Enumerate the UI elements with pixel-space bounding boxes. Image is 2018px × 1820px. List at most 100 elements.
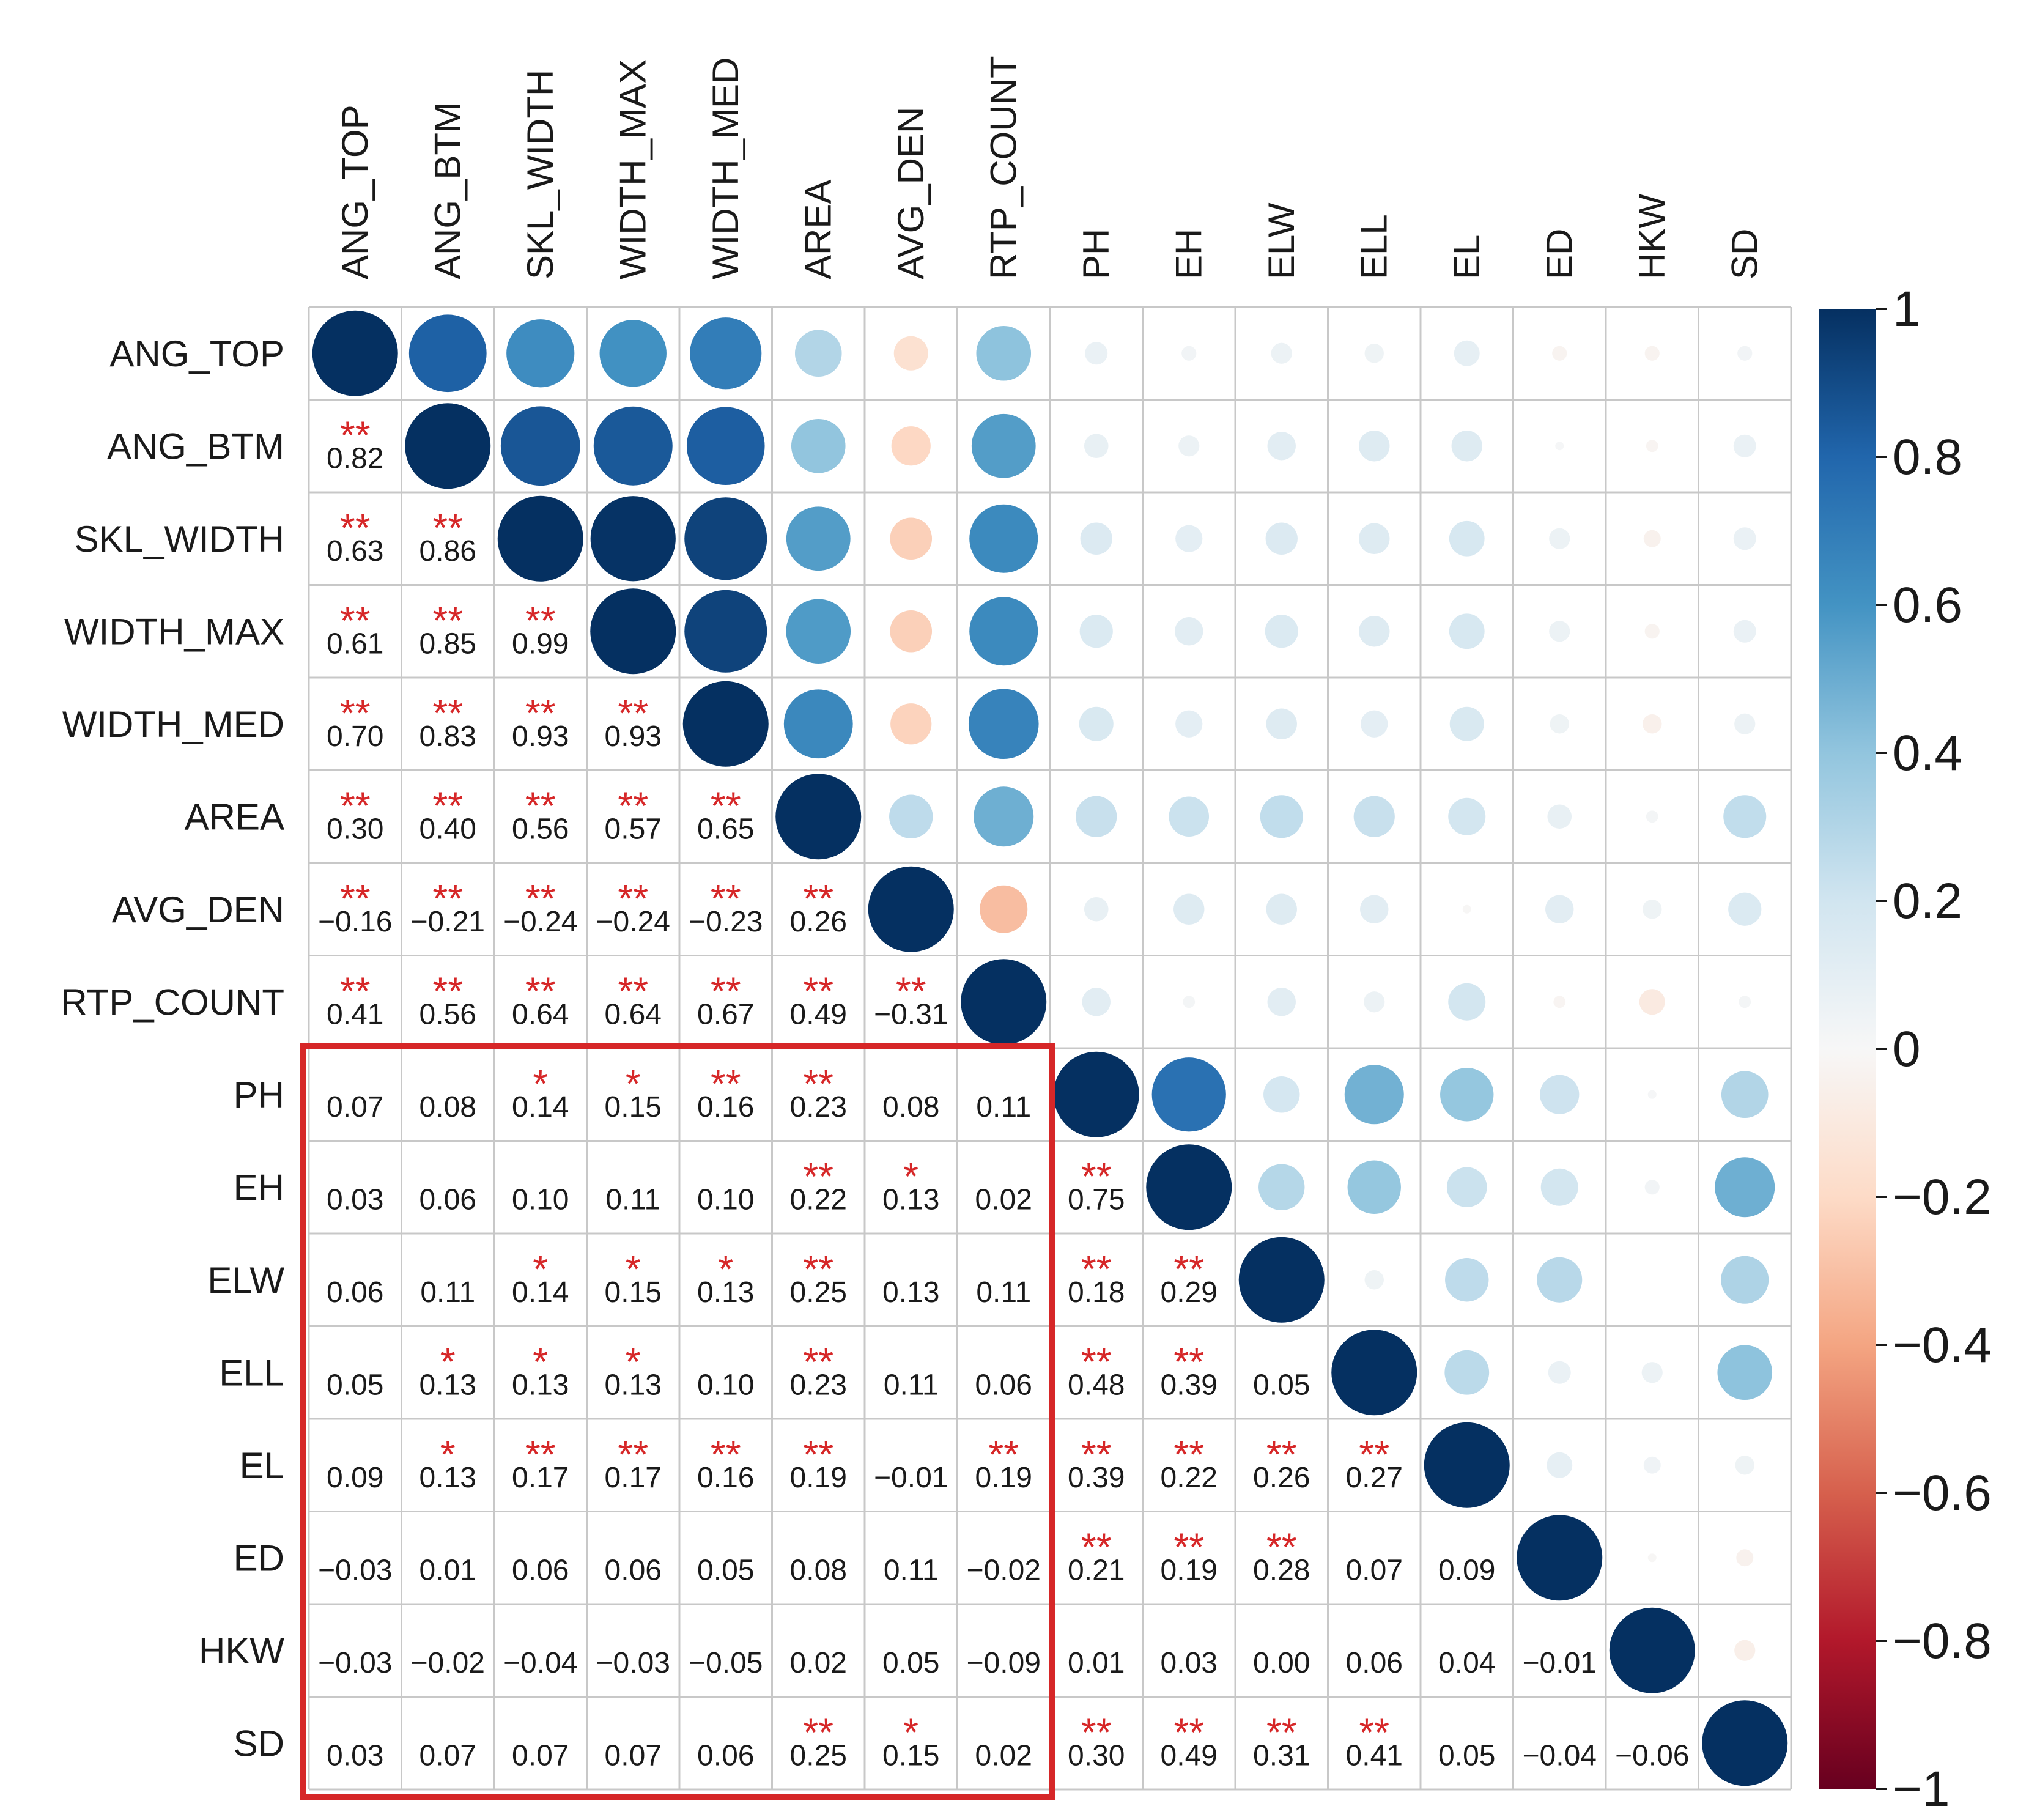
corr-value-HKW-WIDTH_MAX: −0.03 bbox=[596, 1647, 670, 1679]
corr-circle-PH-EL bbox=[1440, 1068, 1494, 1122]
significance-stars-ED-EH: ** bbox=[1173, 1525, 1204, 1569]
corr-circle-EL-EL bbox=[1424, 1422, 1510, 1508]
corr-value-EH-SKL_WIDTH: 0.10 bbox=[512, 1184, 569, 1216]
row-label-AREA: AREA bbox=[185, 796, 284, 837]
corr-value-ELW-SKL_WIDTH: 0.14 bbox=[512, 1276, 569, 1309]
significance-stars-RTP_COUNT-ANG_BTM: ** bbox=[432, 969, 463, 1013]
corr-value-HKW-EH: 0.03 bbox=[1161, 1647, 1218, 1679]
significance-stars-AREA-SKL_WIDTH: ** bbox=[525, 784, 556, 828]
significance-stars-AVG_DEN-ANG_TOP: ** bbox=[340, 876, 371, 920]
corr-value-ELW-ANG_BTM: 0.11 bbox=[420, 1276, 475, 1309]
corr-value-SD-AREA: 0.25 bbox=[790, 1740, 847, 1772]
corr-value-EL-AREA: 0.19 bbox=[790, 1462, 847, 1494]
significance-stars-ED-PH: ** bbox=[1081, 1525, 1112, 1569]
corr-circle-PH-SD bbox=[1721, 1071, 1769, 1119]
corr-value-EH-AREA: 0.22 bbox=[790, 1184, 847, 1216]
corr-value-SKL_WIDTH-ANG_BTM: 0.86 bbox=[419, 535, 476, 568]
corr-circle-ANG_BTM-HKW bbox=[1646, 440, 1658, 453]
corr-value-ED-WIDTH_MED: 0.05 bbox=[697, 1555, 754, 1587]
corr-circle-EH-ELL bbox=[1347, 1160, 1401, 1214]
significance-stars-EL-ELL: ** bbox=[1359, 1432, 1389, 1476]
corr-circle-ANG_BTM-WIDTH_MAX bbox=[593, 406, 673, 486]
corr-circle-WIDTH_MED-SD bbox=[1734, 713, 1756, 734]
colorbar-tick-label: −0.2 bbox=[1893, 1169, 1992, 1225]
significance-stars-EH-AVG_DEN: * bbox=[903, 1155, 918, 1199]
upper-triangle-circles bbox=[312, 310, 1788, 1786]
significance-stars-RTP_COUNT-AVG_DEN: ** bbox=[896, 969, 926, 1013]
significance-stars-PH-WIDTH_MED: ** bbox=[711, 1062, 741, 1106]
significance-stars-WIDTH_MAX-ANG_BTM: ** bbox=[432, 599, 463, 643]
corr-circle-WIDTH_MAX-EL bbox=[1449, 613, 1485, 649]
corr-circle-PH-PH bbox=[1053, 1051, 1139, 1138]
corr-value-AVG_DEN-WIDTH_MED: −0.23 bbox=[689, 906, 763, 938]
corr-circle-AVG_DEN-EL bbox=[1462, 904, 1471, 914]
corr-circle-ED-SD bbox=[1736, 1549, 1754, 1567]
significance-stars-AREA-ANG_BTM: ** bbox=[432, 784, 463, 828]
corr-circle-SKL_WIDTH-AVG_DEN bbox=[890, 517, 933, 560]
corr-value-PH-ANG_BTM: 0.08 bbox=[419, 1091, 476, 1123]
corr-circle-EL-HKW bbox=[1643, 1456, 1661, 1474]
significance-stars-ANG_BTM-ANG_TOP: ** bbox=[340, 413, 371, 457]
significance-stars-WIDTH_MED-SKL_WIDTH: ** bbox=[525, 691, 556, 735]
corr-value-EH-ANG_TOP: 0.03 bbox=[327, 1184, 383, 1216]
row-label-AVG_DEN: AVG_DEN bbox=[112, 889, 284, 930]
significance-stars-RTP_COUNT-AREA: ** bbox=[803, 969, 833, 1013]
corr-value-AREA-ANG_BTM: 0.40 bbox=[419, 813, 476, 846]
significance-stars-PH-AREA: ** bbox=[803, 1062, 833, 1106]
column-label-PH: PH bbox=[1076, 229, 1117, 279]
row-label-ED: ED bbox=[234, 1537, 284, 1578]
corr-value-EH-RTP_COUNT: 0.02 bbox=[975, 1184, 1032, 1216]
row-label-ELL: ELL bbox=[219, 1352, 284, 1393]
row-label-RTP_COUNT: RTP_COUNT bbox=[61, 982, 284, 1023]
corr-circle-PH-ELL bbox=[1344, 1065, 1404, 1125]
corr-circle-PH-EH bbox=[1151, 1057, 1226, 1132]
corr-circle-AREA-PH bbox=[1076, 796, 1117, 837]
corr-value-ED-ELL: 0.07 bbox=[1346, 1555, 1403, 1587]
column-label-SKL_WIDTH: SKL_WIDTH bbox=[520, 70, 561, 279]
corr-circle-ANG_TOP-AVG_DEN bbox=[893, 336, 928, 371]
corr-circle-AREA-ED bbox=[1547, 804, 1572, 829]
corr-value-HKW-AREA: 0.02 bbox=[790, 1647, 847, 1679]
colorbar-tick-label: 0.2 bbox=[1893, 873, 1962, 929]
corr-circle-ANG_BTM-ANG_BTM bbox=[405, 403, 491, 489]
row-label-ANG_TOP: ANG_TOP bbox=[109, 333, 284, 374]
corr-value-WIDTH_MAX-SKL_WIDTH: 0.99 bbox=[512, 628, 569, 660]
corr-value-HKW-WIDTH_MED: −0.05 bbox=[689, 1647, 763, 1679]
significance-stars-EH-PH: ** bbox=[1081, 1155, 1112, 1199]
corr-circle-AVG_DEN-EH bbox=[1173, 893, 1205, 925]
significance-stars-EL-ELW: ** bbox=[1266, 1432, 1297, 1476]
corr-circle-HKW-SD bbox=[1734, 1640, 1756, 1661]
corr-circle-AREA-EL bbox=[1448, 797, 1486, 835]
corr-circle-PH-ELW bbox=[1263, 1076, 1300, 1113]
corr-circle-ANG_TOP-ANG_BTM bbox=[408, 314, 487, 393]
corr-circle-SKL_WIDTH-ED bbox=[1549, 528, 1570, 549]
corr-value-EH-AVG_DEN: 0.13 bbox=[882, 1184, 939, 1216]
colorbar-tick-label: −0.4 bbox=[1893, 1317, 1992, 1373]
corr-circle-AVG_DEN-ED bbox=[1545, 895, 1574, 923]
corr-circle-WIDTH_MAX-AVG_DEN bbox=[890, 610, 933, 653]
column-label-RTP_COUNT: RTP_COUNT bbox=[983, 56, 1024, 279]
significance-stars-AVG_DEN-SKL_WIDTH: ** bbox=[525, 876, 556, 920]
corr-circle-ANG_BTM-ED bbox=[1555, 442, 1564, 451]
corr-value-PH-WIDTH_MAX: 0.15 bbox=[605, 1091, 662, 1123]
significance-stars-ELW-PH: ** bbox=[1081, 1247, 1112, 1291]
corr-value-AVG_DEN-WIDTH_MAX: −0.24 bbox=[596, 906, 670, 938]
corr-circle-WIDTH_MED-RTP_COUNT bbox=[968, 689, 1039, 760]
corr-circle-AREA-AREA bbox=[775, 774, 862, 860]
corr-circle-EH-ED bbox=[1540, 1168, 1578, 1206]
corr-circle-SKL_WIDTH-RTP_COUNT bbox=[969, 504, 1038, 573]
corr-value-HKW-ELW: 0.00 bbox=[1253, 1647, 1310, 1679]
significance-stars-SD-PH: ** bbox=[1081, 1711, 1112, 1755]
corr-circle-WIDTH_MAX-SD bbox=[1733, 620, 1756, 643]
corr-circle-AVG_DEN-ELL bbox=[1360, 895, 1389, 923]
corr-value-ED-SKL_WIDTH: 0.06 bbox=[512, 1555, 569, 1587]
corr-circle-AVG_DEN-SD bbox=[1728, 892, 1762, 926]
colorbar-gradient bbox=[1819, 309, 1876, 1789]
corr-circle-WIDTH_MED-HKW bbox=[1643, 714, 1662, 734]
corr-circle-WIDTH_MAX-ED bbox=[1549, 621, 1570, 642]
significance-stars-RTP_COUNT-WIDTH_MED: ** bbox=[711, 969, 741, 1013]
colorbar-tick-label: −0.8 bbox=[1893, 1613, 1992, 1669]
corr-circle-SKL_WIDTH-ELL bbox=[1359, 523, 1390, 554]
significance-stars-AVG_DEN-ANG_BTM: ** bbox=[432, 876, 463, 920]
column-label-WIDTH_MAX: WIDTH_MAX bbox=[612, 59, 653, 279]
